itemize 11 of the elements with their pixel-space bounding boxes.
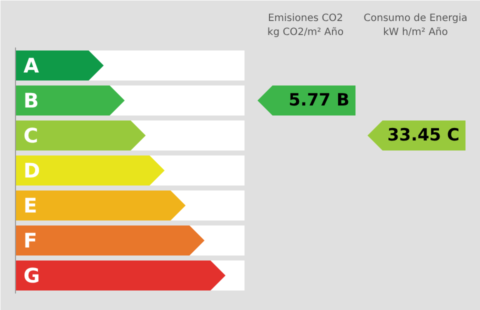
- y-tick-label: B: [24, 88, 39, 112]
- text: Emisiones CO2 kg CO2/m² Año: [267, 12, 344, 38]
- text: 33.45 C: [387, 126, 460, 146]
- text: Consumo de Energia kW h/m² Año: [364, 12, 468, 38]
- y-tick-label: A: [24, 54, 40, 78]
- y-tick-label: D: [24, 158, 40, 182]
- y-tick-label: C: [24, 124, 38, 148]
- y-tick-label: G: [24, 264, 40, 288]
- text: 5.77 B: [288, 90, 350, 110]
- y-tick-label: F: [24, 228, 38, 252]
- y-tick-label: E: [24, 194, 38, 218]
